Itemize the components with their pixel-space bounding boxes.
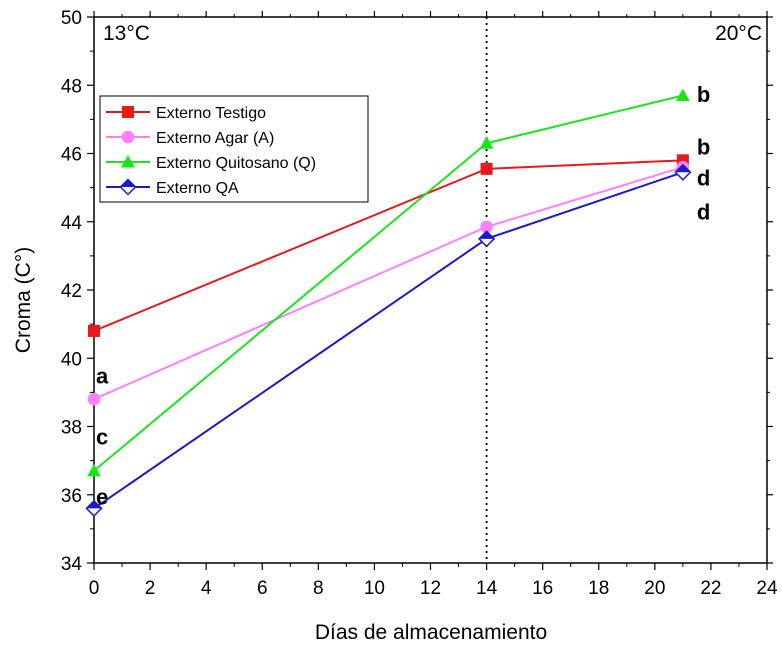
y-tick-label: 46 bbox=[61, 145, 82, 166]
significance-letter: a bbox=[96, 363, 109, 388]
data-point-fill bbox=[86, 500, 102, 509]
x-tick-label: 16 bbox=[532, 578, 553, 599]
x-tick-label: 10 bbox=[364, 578, 385, 599]
y-tick-label: 40 bbox=[61, 349, 82, 370]
legend-marker bbox=[121, 130, 135, 144]
legend-marker bbox=[119, 178, 137, 196]
data-point bbox=[87, 392, 101, 406]
x-tick-label: 12 bbox=[420, 578, 441, 599]
significance-letter: d bbox=[697, 200, 710, 225]
x-tick-label: 22 bbox=[700, 578, 721, 599]
y-tick-label: 42 bbox=[61, 281, 82, 302]
significance-letter: c bbox=[96, 425, 108, 450]
y-tick-label: 36 bbox=[61, 486, 82, 507]
temperature-label-right: 20°C bbox=[715, 22, 762, 45]
data-point bbox=[675, 88, 690, 102]
data-point bbox=[480, 220, 493, 234]
legend-label: Externo Agar (A) bbox=[156, 130, 274, 147]
y-axis-title: Croma (C°) bbox=[12, 247, 35, 353]
x-tick-label: 0 bbox=[89, 578, 100, 599]
legend-label: Externo Quitosano (Q) bbox=[156, 155, 316, 172]
x-axis-title: Días de almacenamiento bbox=[315, 621, 547, 644]
series-4 bbox=[85, 163, 692, 517]
significance-letter: b bbox=[697, 135, 710, 160]
y-tick-label: 44 bbox=[61, 213, 83, 234]
temperature-label-left: 13°C bbox=[103, 22, 150, 45]
legend-label: Externo QA bbox=[156, 180, 239, 197]
x-tick-label: 2 bbox=[145, 578, 156, 599]
legend-label: Externo Testigo bbox=[156, 105, 266, 122]
y-tick-label: 38 bbox=[61, 418, 82, 439]
x-tick-label: 6 bbox=[257, 578, 268, 599]
x-tick-label: 4 bbox=[201, 578, 212, 599]
y-tick-label: 48 bbox=[61, 76, 82, 97]
data-point bbox=[479, 136, 494, 149]
data-point bbox=[480, 162, 493, 175]
data-point bbox=[87, 463, 101, 477]
data-point bbox=[674, 163, 692, 181]
series-layer bbox=[85, 88, 692, 517]
legend-item: Externo Testigo bbox=[106, 105, 266, 122]
legend-item: Externo Agar (A) bbox=[106, 130, 274, 147]
data-point bbox=[88, 324, 100, 337]
data-point bbox=[85, 499, 103, 517]
significance-letter: d bbox=[697, 165, 710, 190]
legend-marker bbox=[122, 106, 134, 118]
x-tick-label: 24 bbox=[756, 578, 778, 599]
significance-letter: e bbox=[96, 484, 108, 509]
legend-item: Externo QA bbox=[106, 178, 239, 197]
x-tick-label: 20 bbox=[644, 578, 665, 599]
data-point-fill bbox=[479, 231, 495, 239]
legend-marker bbox=[121, 155, 135, 168]
x-tick-label: 18 bbox=[588, 578, 609, 599]
series-1 bbox=[88, 154, 689, 337]
legend-item: Externo Quitosano (Q) bbox=[106, 155, 316, 172]
legend-marker-fill bbox=[120, 179, 136, 187]
x-tick-label: 14 bbox=[476, 578, 498, 599]
data-point bbox=[478, 230, 496, 248]
x-tick-label: 8 bbox=[313, 578, 324, 599]
significance-letter: b bbox=[697, 82, 710, 107]
series-3 bbox=[87, 88, 690, 477]
legend-box bbox=[99, 95, 369, 203]
y-tick-label: 50 bbox=[61, 8, 82, 29]
y-tick-label: 34 bbox=[61, 554, 83, 575]
data-point-fill bbox=[675, 164, 691, 173]
legend: Externo Testigo Externo Agar (A) Externo Q… bbox=[99, 95, 369, 203]
